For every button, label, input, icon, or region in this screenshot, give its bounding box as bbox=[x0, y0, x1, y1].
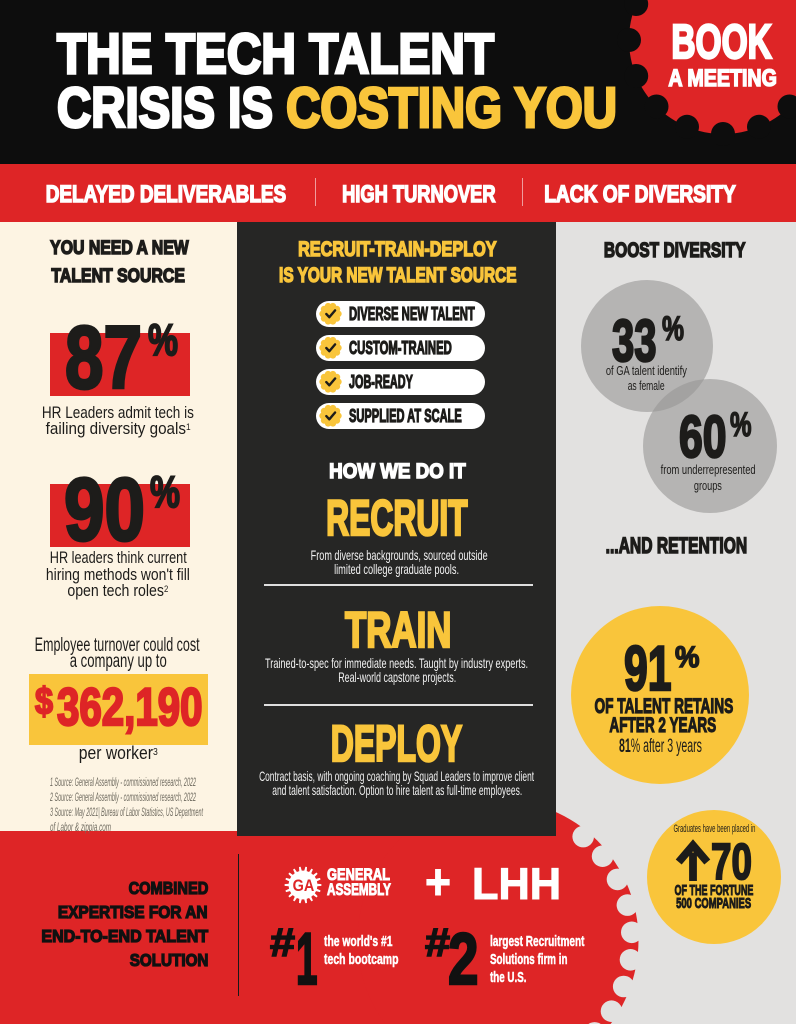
svg-text:GA: GA bbox=[293, 877, 315, 895]
